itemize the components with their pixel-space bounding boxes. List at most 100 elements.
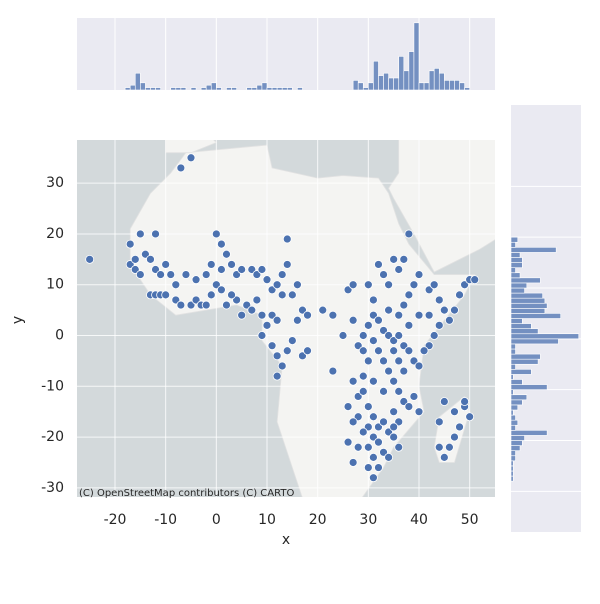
point: [394, 265, 404, 274]
histogram-bar: [510, 348, 516, 355]
point: [384, 366, 394, 376]
y-tick-label: -20: [41, 429, 64, 445]
point: [409, 392, 419, 401]
point: [439, 305, 449, 315]
histogram-bar: [510, 440, 523, 446]
histogram-bar: [510, 272, 521, 279]
histogram-bar: [180, 87, 187, 91]
point: [227, 290, 236, 300]
y-tick-label: 0: [55, 328, 64, 344]
histogram-bar: [510, 470, 514, 477]
point: [338, 331, 348, 340]
land: [165, 140, 218, 154]
point: [399, 366, 409, 376]
point: [237, 310, 247, 320]
point: [206, 290, 216, 300]
point: [450, 407, 459, 417]
histogram-bar: [510, 241, 516, 248]
point: [348, 458, 358, 467]
histogram-bar: [256, 84, 263, 91]
histogram-bar: [297, 87, 303, 91]
point: [252, 295, 262, 305]
point: [125, 239, 135, 249]
histogram-bar: [145, 87, 151, 91]
histogram-bar: [510, 282, 528, 289]
histogram-bar: [510, 236, 519, 243]
point: [363, 463, 373, 472]
attribution: (C) OpenStreetMap contributors (C) CARTO: [79, 488, 294, 499]
point: [358, 346, 368, 356]
histogram-bar: [170, 87, 177, 91]
histogram-bar: [510, 358, 539, 365]
histogram-bar: [281, 87, 288, 91]
point: [450, 432, 459, 442]
point: [292, 315, 302, 325]
histogram-bar: [449, 80, 455, 91]
histogram-bar: [175, 87, 182, 91]
y-tick-label: 10: [46, 277, 64, 293]
point: [328, 310, 338, 320]
histogram-bar: [464, 87, 470, 91]
histogram-bar: [444, 80, 450, 91]
point: [470, 275, 480, 285]
point: [389, 254, 399, 264]
histogram-bar: [393, 77, 400, 91]
histogram-bar: [388, 77, 394, 91]
point: [455, 422, 464, 432]
histogram-bar: [216, 87, 222, 91]
point: [176, 163, 186, 173]
point: [222, 249, 231, 259]
histogram-bar: [510, 343, 516, 350]
point: [216, 265, 226, 274]
histogram-bar: [357, 82, 364, 91]
point: [287, 290, 297, 300]
point: [348, 376, 358, 386]
point: [394, 310, 404, 320]
point: [404, 290, 414, 300]
histogram-bar: [246, 87, 253, 91]
histogram-bar: [510, 409, 514, 416]
point: [303, 346, 312, 356]
histogram-bar: [266, 87, 273, 91]
point: [216, 239, 226, 249]
point: [277, 290, 287, 300]
histogram-bar: [510, 460, 514, 467]
histogram-bar: [261, 82, 268, 91]
point: [414, 361, 424, 371]
histogram-bar: [418, 82, 425, 91]
histogram-bar: [510, 424, 516, 431]
point: [358, 427, 368, 437]
point: [262, 275, 272, 285]
histogram-bar: [510, 384, 548, 390]
histogram-bar: [413, 22, 420, 91]
histogram-bar: [352, 80, 359, 91]
point: [130, 254, 140, 264]
point: [374, 437, 383, 447]
grid: [77, 140, 495, 497]
point: [257, 331, 267, 340]
point: [379, 356, 388, 366]
histogram-bar: [510, 465, 514, 472]
point: [404, 320, 414, 330]
point: [85, 254, 95, 264]
histogram-bar: [510, 277, 541, 284]
point: [374, 463, 383, 472]
histogram-bar: [510, 257, 523, 263]
histogram-bar: [510, 399, 523, 406]
point: [247, 305, 257, 315]
point: [460, 397, 470, 406]
point: [379, 417, 388, 427]
y-axis-label: y: [10, 316, 26, 324]
point: [343, 437, 353, 447]
histogram-bar: [373, 60, 379, 91]
point: [374, 346, 383, 356]
point: [389, 376, 399, 386]
histogram-bar: [205, 84, 212, 91]
histogram-bar: [124, 87, 131, 91]
point: [368, 295, 378, 305]
histogram-bar: [398, 56, 405, 91]
point: [444, 315, 454, 325]
histogram-bar: [459, 82, 465, 91]
histogram-bar: [190, 87, 197, 91]
point: [328, 366, 338, 376]
